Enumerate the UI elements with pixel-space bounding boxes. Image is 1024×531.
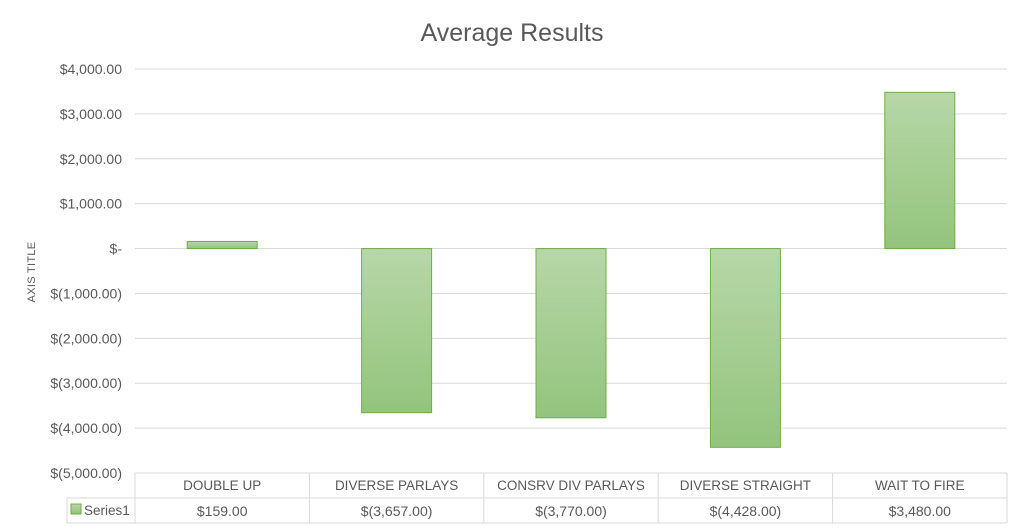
bars — [186, 91, 956, 448]
bar-4 — [709, 248, 781, 448]
legend-swatch — [70, 503, 82, 515]
data-label: $(4,428.00) — [710, 503, 782, 519]
data-label: $3,480.00 — [889, 503, 951, 519]
chart-title: Average Results — [421, 19, 604, 47]
y-axis-title: AXIS TITLE — [26, 242, 38, 303]
y-tick-label: $3,000.00 — [60, 106, 122, 122]
legend-label: Series1 — [84, 503, 130, 518]
y-tick-labels: $4,000.00 $3,000.00 $2,000.00 $1,000.00 $- $(… — [50, 61, 122, 481]
y-tick-label: $(1,000.00) — [50, 285, 122, 301]
bar-1 — [186, 240, 258, 250]
y-tick-label: $(4,000.00) — [50, 420, 122, 436]
data-label: $(3,657.00) — [361, 503, 433, 519]
data-table: DOUBLE UP $159.00 DIVERSE PARLAYS $(3,657.0… — [66, 472, 1008, 524]
category-label: CONSRV DIV PARLAYS — [497, 478, 645, 493]
category-label: DOUBLE UP — [183, 478, 261, 493]
data-label: $159.00 — [197, 503, 248, 519]
category-label: DIVERSE PARLAYS — [335, 478, 458, 493]
y-tick-label: $1,000.00 — [60, 196, 122, 212]
category-label: WAIT TO FIRE — [875, 478, 965, 493]
y-tick-label: $(2,000.00) — [50, 330, 122, 346]
bar-3 — [535, 248, 607, 419]
bar-5 — [884, 91, 956, 250]
bar-2 — [361, 248, 433, 414]
y-tick-label: $(5,000.00) — [50, 465, 122, 481]
category-label: DIVERSE STRAIGHT — [680, 478, 811, 493]
data-label: $(3,770.00) — [535, 503, 607, 519]
y-tick-label: $2,000.00 — [60, 151, 122, 167]
y-tick-label: $(3,000.00) — [50, 375, 122, 391]
y-tick-label: $- — [110, 241, 123, 257]
y-tick-label: $4,000.00 — [60, 61, 122, 77]
